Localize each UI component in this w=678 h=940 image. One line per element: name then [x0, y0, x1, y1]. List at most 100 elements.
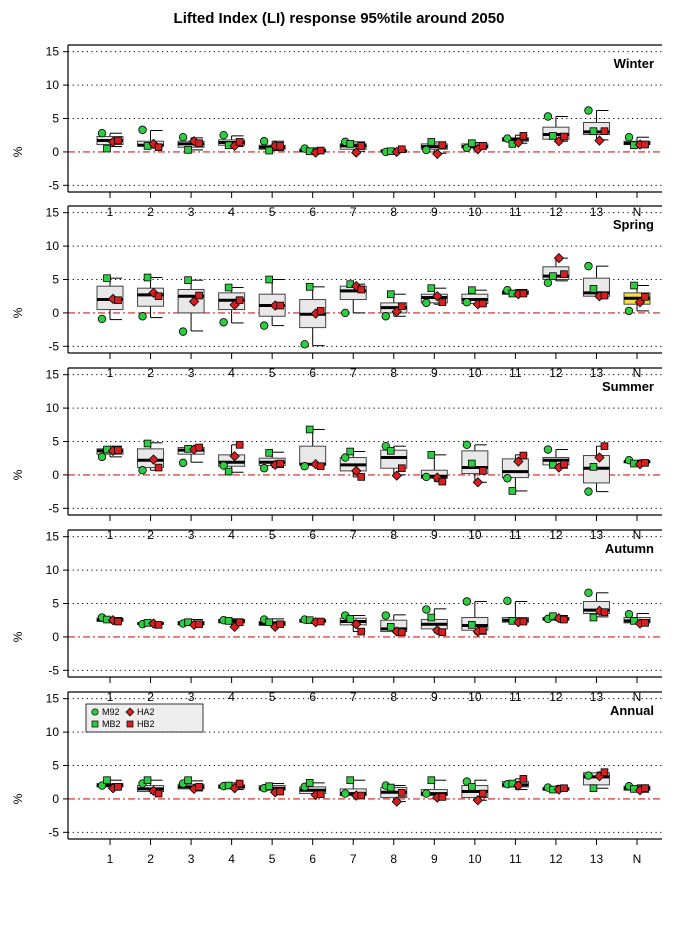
legend-marker: [126, 720, 134, 728]
point-mb2: [549, 132, 557, 140]
y-axis-label: %: [11, 469, 25, 480]
x-tick-label: 4: [228, 690, 235, 704]
point-ha2: [391, 796, 402, 807]
x-tick-label: 3: [188, 528, 195, 542]
point-hb2: [114, 617, 122, 626]
point-ha2: [391, 470, 402, 481]
point-m92: [259, 464, 269, 473]
x-tick-label: 6: [309, 366, 316, 380]
point-mb2: [184, 618, 192, 627]
point-m92: [422, 472, 431, 482]
point-ha2: [472, 795, 484, 806]
x-tick-label: 7: [350, 690, 357, 704]
x-tick-label: 7: [350, 366, 357, 380]
x-tick-label: 10: [468, 205, 482, 219]
point-hb2: [438, 628, 447, 637]
point-hb2: [357, 285, 366, 294]
point-hb2: [114, 783, 122, 791]
y-tick-label: 0: [52, 792, 59, 806]
point-ha2: [513, 780, 524, 791]
y-tick-label: 5: [52, 273, 59, 287]
point-mb2: [549, 272, 557, 280]
point-m92: [97, 128, 107, 138]
point-hb2: [479, 789, 487, 798]
point-hb2: [235, 618, 244, 627]
point-mb2: [468, 139, 476, 148]
legend-marker: [125, 707, 135, 717]
x-tick-label: N: [633, 690, 642, 704]
point-hb2: [357, 473, 366, 481]
point-mb2: [305, 779, 314, 787]
point-hb2: [560, 784, 568, 793]
point-hb2: [114, 446, 122, 454]
point-mb2: [346, 140, 355, 148]
x-tick-label: N: [633, 205, 642, 219]
x-tick-label: 3: [188, 205, 195, 219]
point-ha2: [513, 137, 524, 148]
season-label: Spring: [613, 217, 654, 232]
point-m92: [584, 588, 593, 598]
point-m92: [259, 137, 269, 146]
point-mb2: [265, 782, 273, 791]
point-mb2: [630, 281, 638, 290]
point-m92: [300, 340, 309, 349]
point-mb2: [427, 284, 436, 292]
point-hb2: [114, 136, 122, 145]
point-mb2: [589, 613, 598, 622]
legend-label: MB2: [102, 719, 121, 729]
x-tick-label: 10: [468, 690, 482, 704]
x-tick-label: 5: [269, 366, 276, 380]
point-ha2: [553, 252, 565, 264]
point-m92: [624, 609, 634, 619]
x-tick-label: 8: [390, 528, 397, 542]
point-m92: [138, 312, 147, 321]
point-mb2: [305, 425, 314, 434]
point-mb2: [103, 144, 111, 153]
y-tick-label: 15: [46, 692, 60, 706]
point-hb2: [154, 143, 163, 152]
point-m92: [584, 771, 593, 780]
y-tick-label: -5: [48, 825, 59, 839]
point-m92: [624, 306, 634, 316]
x-tick-label: 13: [590, 690, 604, 704]
point-mb2: [103, 274, 111, 282]
x-tick-label: 3: [188, 690, 195, 704]
point-hb2: [195, 443, 203, 452]
x-tick-label: 1: [107, 528, 114, 542]
point-mb2: [468, 286, 476, 294]
y-tick-label: 15: [46, 45, 60, 59]
point-hb2: [276, 301, 284, 310]
point-ha2: [472, 477, 484, 488]
point-m92: [341, 453, 350, 462]
point-mb2: [427, 613, 436, 622]
x-tick-label: 11: [509, 366, 522, 380]
point-hb2: [479, 299, 487, 308]
x-tick-label: 5: [269, 852, 276, 866]
point-ha2: [148, 454, 159, 465]
x-tick-label: 12: [549, 690, 563, 704]
x-tick-label: 9: [431, 852, 438, 866]
x-tick-label: 9: [431, 205, 438, 219]
point-m92: [422, 145, 431, 155]
point-mb2: [386, 447, 395, 455]
x-tick-label: 4: [228, 528, 235, 542]
point-hb2: [114, 296, 122, 305]
point-m92: [259, 321, 269, 330]
x-tick-label: 8: [390, 690, 397, 704]
x-tick-label: N: [633, 528, 642, 542]
point-hb2: [316, 790, 325, 799]
point-hb2: [438, 141, 447, 150]
point-mb2: [265, 275, 273, 284]
x-tick-label: 3: [188, 852, 195, 866]
y-tick-label: 0: [52, 468, 59, 482]
point-hb2: [195, 291, 203, 300]
point-m92: [97, 452, 107, 462]
point-m92: [97, 314, 107, 324]
y-tick-label: -5: [48, 178, 59, 192]
y-tick-label: 5: [52, 112, 59, 126]
point-m92: [219, 131, 228, 140]
x-tick-label: 9: [431, 366, 438, 380]
point-mb2: [468, 621, 476, 629]
